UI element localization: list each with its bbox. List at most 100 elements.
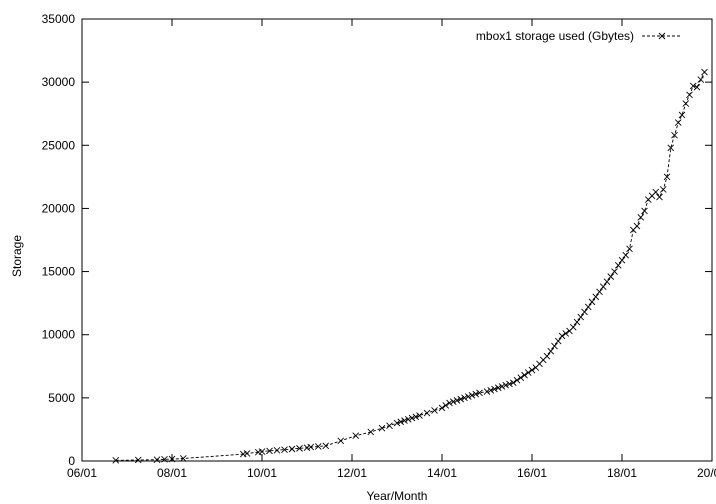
- data-point-marker: [524, 369, 532, 376]
- x-tick-label: 06/01: [67, 466, 97, 480]
- data-point-marker: [281, 446, 288, 453]
- data-point-marker: [153, 456, 161, 464]
- data-point-marker: [678, 111, 686, 119]
- data-point-marker: [652, 188, 660, 196]
- data-point-marker: [449, 398, 457, 405]
- data-point-marker: [442, 402, 450, 409]
- legend: mbox1 storage used (Gbytes): [476, 29, 682, 43]
- data-point-marker: [367, 428, 375, 436]
- data-point-marker: [468, 392, 476, 399]
- data-point-marker: [453, 397, 461, 404]
- data-point-marker: [599, 283, 607, 291]
- data-point-marker: [408, 414, 416, 422]
- data-point-marker: [663, 173, 671, 181]
- data-point-marker: [659, 186, 667, 193]
- y-tick-label: 25000: [42, 138, 76, 152]
- data-point-marker: [626, 245, 633, 253]
- data-point-marker: [404, 416, 412, 423]
- data-point-marker: [618, 256, 626, 264]
- data-point-marker: [307, 443, 315, 451]
- y-axis-label: Storage: [10, 235, 24, 277]
- data-point-marker: [656, 193, 663, 201]
- data-point-marker: [179, 455, 187, 462]
- data-point-marker: [322, 442, 330, 450]
- data-point-marker: [577, 313, 585, 321]
- data-point-marker: [693, 83, 701, 91]
- data-point-marker: [161, 456, 168, 463]
- series-line: [115, 71, 705, 461]
- y-tick-label: 35000: [42, 12, 76, 26]
- legend-marker: [658, 32, 666, 40]
- data-point-marker: [633, 222, 641, 230]
- x-tick-label: 16/01: [517, 466, 547, 480]
- data-point-marker: [134, 456, 142, 464]
- data-point-marker: [674, 119, 682, 126]
- data-point-marker: [689, 82, 697, 90]
- data-point-marker: [266, 447, 273, 455]
- data-point-marker: [581, 308, 588, 316]
- data-point-marker: [611, 268, 618, 275]
- y-tick-label: 0: [68, 454, 75, 468]
- data-point-marker: [378, 424, 386, 432]
- data-point-marker: [637, 213, 645, 221]
- data-point-marker: [273, 446, 281, 454]
- data-point-marker: [476, 389, 483, 397]
- data-point-marker: [487, 386, 495, 394]
- data-point-marker: [614, 261, 622, 269]
- legend-label: mbox1 storage used (Gbytes): [476, 29, 634, 43]
- y-tick-label: 15000: [42, 265, 76, 279]
- data-point-marker: [686, 91, 693, 99]
- plot-frame: [81, 18, 713, 462]
- x-tick-label: 08/01: [157, 466, 187, 480]
- axes: 0 5000 10000 15000 20000 25000 30000 35000 06/01…: [42, 12, 716, 480]
- data-point-marker: [401, 417, 408, 424]
- series-mbox1: [112, 68, 708, 464]
- data-point-marker: [438, 404, 446, 412]
- data-point-marker: [461, 394, 468, 402]
- data-point-marker: [168, 455, 176, 463]
- data-point-marker: [472, 390, 480, 398]
- x-tick-label: 10/01: [247, 466, 277, 480]
- data-point-marker: [393, 419, 401, 427]
- data-point-marker: [517, 374, 525, 381]
- data-point-marker: [547, 347, 555, 355]
- data-point-marker: [592, 293, 600, 301]
- data-point-marker: [397, 418, 405, 426]
- data-point-marker: [337, 437, 345, 445]
- data-point-marker: [513, 376, 521, 384]
- data-point-marker: [528, 366, 536, 374]
- data-point-marker: [258, 448, 266, 455]
- x-tick-label: 12/01: [337, 466, 367, 480]
- data-point-marker: [446, 399, 453, 407]
- data-point-marker: [671, 131, 678, 139]
- data-point-marker: [584, 303, 592, 311]
- data-point-marker: [483, 388, 491, 395]
- data-point-marker: [543, 352, 551, 360]
- data-point-marker: [562, 330, 570, 337]
- x-tick-label: 18/01: [607, 466, 637, 480]
- data-point-marker: [457, 395, 465, 403]
- data-point-marker: [112, 457, 120, 464]
- data-point-marker: [569, 323, 577, 331]
- data-point-marker: [386, 422, 393, 429]
- x-tick-label: 20/01: [697, 466, 716, 480]
- data-point-marker: [498, 383, 506, 390]
- data-point-marker: [554, 337, 562, 345]
- data-point-marker: [288, 445, 296, 453]
- data-point-marker: [682, 100, 690, 107]
- data-point-marker: [603, 278, 611, 285]
- data-point-marker: [296, 445, 303, 452]
- y-tick-label: 5000: [48, 391, 75, 405]
- data-point-marker: [551, 342, 558, 350]
- data-point-marker: [641, 207, 648, 215]
- data-point-marker: [558, 332, 566, 340]
- data-point-marker: [521, 371, 528, 379]
- y-tick-label: 30000: [42, 75, 76, 89]
- data-point-marker: [243, 450, 251, 457]
- data-point-marker: [588, 298, 596, 306]
- data-point-marker: [412, 413, 420, 421]
- y-tick-label: 20000: [42, 201, 76, 215]
- data-point-marker: [701, 68, 708, 76]
- data-point-marker: [596, 288, 603, 296]
